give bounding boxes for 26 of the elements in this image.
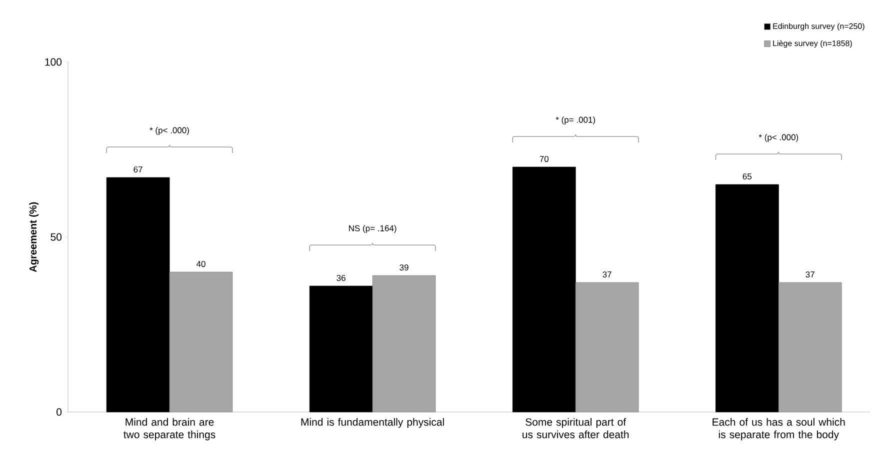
data-label: 37 xyxy=(806,271,814,278)
bar xyxy=(106,177,170,412)
data-label: 65 xyxy=(742,173,752,180)
y-tick-label: 0 xyxy=(56,408,62,416)
x-tick-label: Mind and brain are two separate things xyxy=(124,418,216,440)
legend-label: Edinburgh survey (n=250) xyxy=(773,23,864,31)
annotation: * (p< .000) xyxy=(758,134,798,142)
annotation: NS (p= .164) xyxy=(349,225,396,233)
bar xyxy=(512,166,576,412)
y-axis-title: Agreement (%) xyxy=(29,202,39,272)
data-label: 67 xyxy=(134,166,142,172)
data-label: 37 xyxy=(602,271,612,278)
x-tick-label: Some spiritual part of us survives after death xyxy=(522,418,629,438)
y-tick-label: 50 xyxy=(50,233,62,241)
annotation: * (p= .001) xyxy=(556,116,596,124)
x-tick-label: Each of us has a soul which is separate from the body xyxy=(712,418,845,440)
x-tick-label: Mind is fundamentally physical xyxy=(301,418,444,428)
legend-label: Liège survey (n=1858) xyxy=(773,40,852,48)
bar xyxy=(716,184,779,412)
data-label: 36 xyxy=(336,274,346,281)
data-label: 39 xyxy=(400,264,408,270)
data-label: 70 xyxy=(540,156,549,162)
bar xyxy=(309,286,373,412)
annotation: * (p< .000) xyxy=(150,127,189,135)
y-tick-label: 100 xyxy=(45,58,62,66)
data-label: 40 xyxy=(196,260,206,267)
